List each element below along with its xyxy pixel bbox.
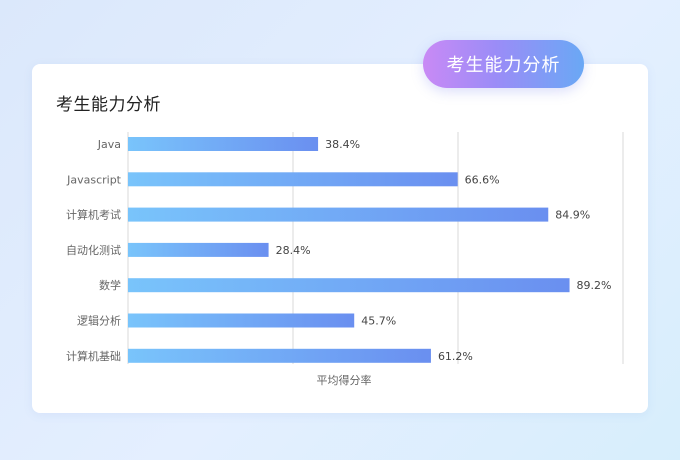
bar-chart: Java 38.4% Javascript 66.6% 计算机考试 84.9% 自动化测试 2… <box>66 132 624 387</box>
category-label: 计算机基础 <box>66 349 121 363</box>
category-label: 逻辑分析 <box>77 314 121 328</box>
chart-title: 考生能力分析 <box>56 95 161 115</box>
value-label: 61.2% <box>438 350 473 363</box>
bar[interactable] <box>128 172 458 187</box>
bar[interactable] <box>128 242 269 257</box>
bar[interactable] <box>128 313 355 328</box>
category-label: 数学 <box>99 278 121 292</box>
value-label: 38.4% <box>325 138 360 151</box>
value-label: 28.4% <box>276 244 311 257</box>
category-label: 自动化测试 <box>66 243 121 257</box>
value-label: 66.6% <box>465 173 500 186</box>
bar[interactable] <box>128 348 431 363</box>
value-label: 84.9% <box>555 209 590 222</box>
category-label: 计算机考试 <box>66 208 121 222</box>
bar[interactable] <box>128 278 570 293</box>
bar[interactable] <box>128 137 319 151</box>
bar[interactable] <box>128 207 549 222</box>
chart-card: 考生能力分析 Java 38.4% Javascript 66.6% 计算机考试 84.9… <box>32 64 648 413</box>
category-label: Java <box>97 138 121 151</box>
value-label: 89.2% <box>577 279 612 292</box>
analysis-badge: 考生能力分析 <box>423 40 584 88</box>
category-label: Javascript <box>66 173 122 186</box>
value-label: 45.7% <box>361 315 396 328</box>
x-axis-title: 平均得分率 <box>317 373 372 387</box>
